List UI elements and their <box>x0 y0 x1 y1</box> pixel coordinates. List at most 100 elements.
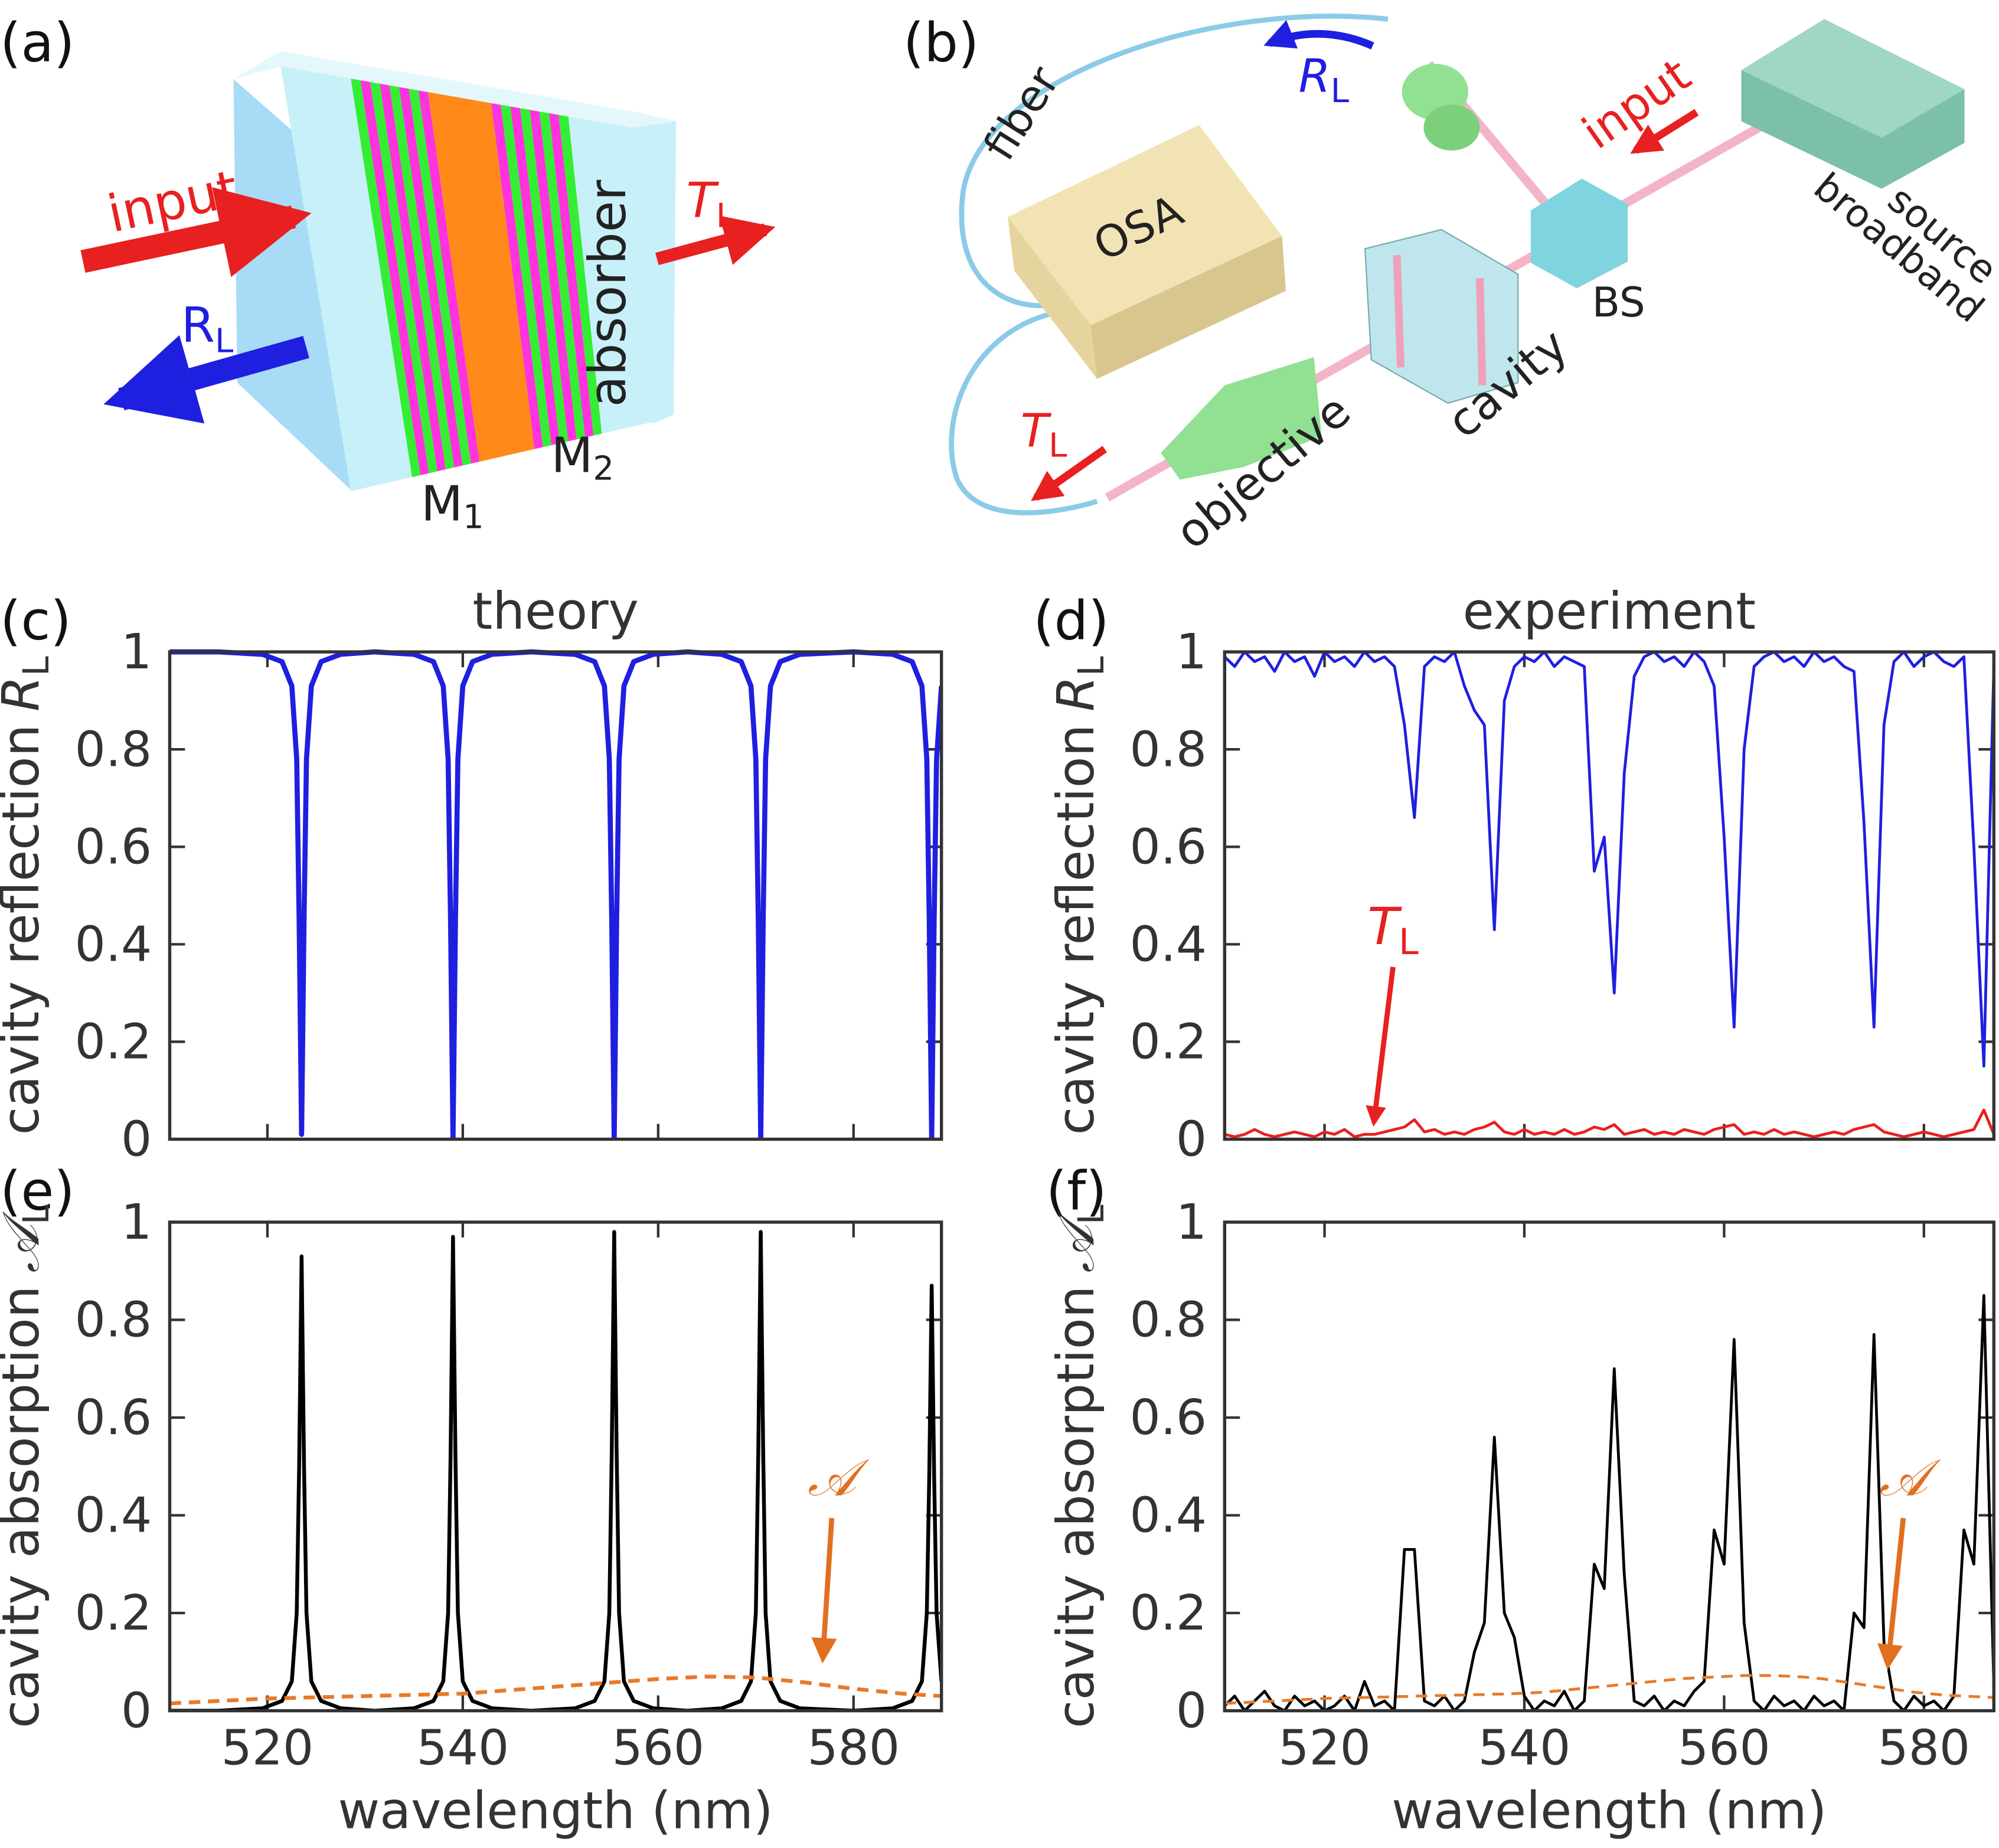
source-top <box>1741 19 1965 138</box>
annotation-arrow <box>1877 1517 1906 1670</box>
diagram-b: (b) fiber OSA RL input broadband source … <box>903 12 1999 560</box>
symbol: M <box>551 427 593 484</box>
subscript: L <box>716 197 734 236</box>
y-tick-label: 0.2 <box>1130 1014 1207 1070</box>
annotation-text: T <box>1367 897 1402 956</box>
panel-label: (c) <box>0 590 71 652</box>
y-axis-subscript: L <box>1071 1204 1112 1225</box>
x-tick-label: 520 <box>221 1720 314 1776</box>
subscript: L <box>215 322 233 360</box>
annotation: 𝒜 <box>1879 1448 1941 1507</box>
y-tick-label: 0.8 <box>1130 721 1207 778</box>
layer <box>530 109 577 442</box>
subscript: 1 <box>463 498 484 537</box>
x-tick-label: 580 <box>1877 1720 1970 1776</box>
annotation-arrow <box>1366 967 1396 1127</box>
absorber-label: absorber <box>579 179 638 407</box>
symbol: T <box>687 172 720 228</box>
data-line <box>169 649 942 1140</box>
symbol: M <box>421 476 463 533</box>
panel-label: (b) <box>903 12 979 74</box>
subscript: L <box>1049 427 1067 465</box>
y-tick-label: 0.4 <box>1130 916 1207 972</box>
subscript: L <box>1331 72 1349 110</box>
data-line <box>1224 1674 1994 1705</box>
y-tick-label: 0 <box>121 1683 152 1739</box>
chart-title: theory <box>472 582 638 641</box>
layer <box>491 103 543 449</box>
y-tick-label: 0.2 <box>75 1585 152 1641</box>
data-line <box>1224 1108 1994 1138</box>
y-tick-label: 0 <box>1176 1112 1207 1168</box>
layer <box>370 81 437 474</box>
subscript: 2 <box>593 449 614 488</box>
y-axis-label: cavity reflection RL <box>0 656 57 1135</box>
objective <box>1161 357 1322 480</box>
data-line <box>169 1674 942 1706</box>
input-arrow <box>1630 109 1699 154</box>
layer <box>558 115 602 436</box>
input-label: input <box>1573 48 1700 159</box>
layer <box>418 90 480 464</box>
y-tick-label: 0.8 <box>1130 1292 1207 1349</box>
cavity-mirror <box>1476 277 1487 386</box>
annotation: 𝒜 <box>808 1448 870 1507</box>
chart: (d) experiment 0 0.2 0.4 0.6 0.8 1 cavity reflec… <box>1033 582 1995 1168</box>
x-axis-label: wavelength (nm) <box>338 1781 773 1840</box>
y-tick-label: 0.6 <box>75 1390 152 1446</box>
chart: (e) 0 0.2 0.4 0.6 0.8 1 520 540 560 580 wavelength … <box>0 1160 943 1840</box>
data-line <box>1224 650 1994 1068</box>
y-tick-label: 0.6 <box>75 819 152 875</box>
layer <box>389 85 455 470</box>
y-axis-subscript: L <box>16 656 57 676</box>
y-axis-symbol: R <box>1047 676 1106 711</box>
transmit-arrow <box>655 216 776 266</box>
y-tick-label: 0.4 <box>1130 1488 1207 1544</box>
layer <box>539 111 585 440</box>
plot-frame <box>1223 1220 1995 1713</box>
y-tick-label: 0.6 <box>1130 1390 1207 1446</box>
plot-area <box>169 649 942 1140</box>
x-tick-label: 540 <box>417 1720 509 1776</box>
plot-frame <box>168 1220 943 1713</box>
annotation-arrow <box>811 1517 837 1664</box>
osa-side <box>1008 217 1098 379</box>
chart: (c) theory 0 0.2 0.4 0.6 0.8 1 cavity reflection… <box>0 582 943 1168</box>
annotation: TL <box>1367 897 1419 963</box>
data-line <box>169 1230 942 1711</box>
symbol: R <box>181 298 215 354</box>
layer <box>520 108 569 443</box>
panel-label: (a) <box>0 12 74 74</box>
x-tick-label: 580 <box>807 1720 900 1776</box>
lens <box>1423 105 1480 151</box>
layer <box>280 66 412 491</box>
fiber-label: fiber <box>974 58 1070 169</box>
y-axis-label: cavity absorption𝒜L <box>0 1204 57 1728</box>
layer <box>510 106 560 446</box>
transmit-label: TL <box>1021 404 1067 465</box>
layer <box>428 92 535 462</box>
y-tick-label: 1 <box>1176 1194 1207 1250</box>
reflect-arrow <box>1263 19 1374 50</box>
y-axis-label-text: cavity reflection <box>0 724 51 1135</box>
layer <box>380 83 446 472</box>
layer <box>568 116 657 434</box>
input-arrow <box>80 187 312 277</box>
plot-area <box>169 1230 942 1711</box>
mirror2-label: M2 <box>551 427 615 488</box>
y-axis-label-text: cavity absorption <box>0 1285 51 1728</box>
y-axis-label-text: cavity reflection <box>1047 724 1106 1135</box>
panel-label: (d) <box>1033 590 1109 652</box>
y-tick-label: 0.4 <box>75 916 152 972</box>
cavity-mirror <box>1393 254 1405 368</box>
y-axis-subscript: L <box>1071 656 1112 676</box>
reflect-label: RL <box>1299 50 1349 110</box>
transmit-arrow <box>1031 446 1107 501</box>
y-tick-label: 0.2 <box>75 1014 152 1070</box>
y-tick-label: 1 <box>121 624 152 680</box>
panel-label: (e) <box>0 1160 75 1222</box>
y-axis-label-text: cavity absorption <box>1047 1285 1106 1728</box>
y-axis-label: cavity reflection RL <box>1047 656 1112 1135</box>
chart-title: experiment <box>1463 582 1756 641</box>
reflect-arrow <box>103 335 309 424</box>
